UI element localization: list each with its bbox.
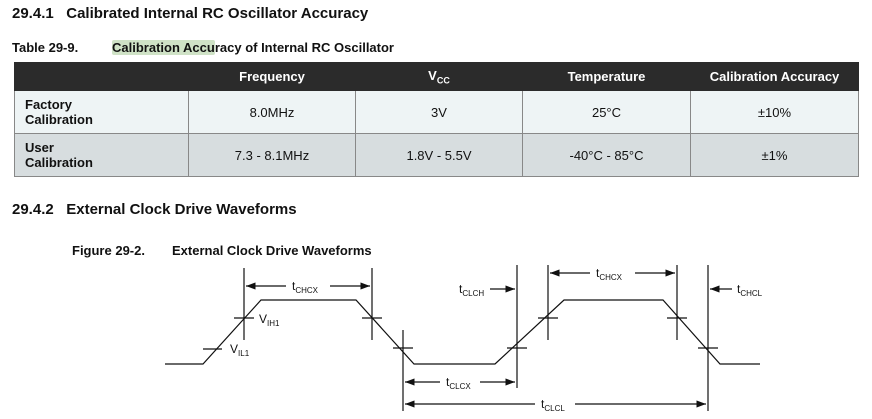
table-caption: Table 29-9. Calibration Accuracy of Inter… [12,40,394,55]
label-tchcl: tCHCL [737,282,763,298]
table-number: Table 29-9. [12,40,79,55]
search-highlight: Calibration Accu [112,40,215,55]
row-label: Factory Calibration [14,90,189,134]
figure-caption: Figure 29-2. External Clock Drive Wavefor… [72,243,372,258]
section-title: Calibrated Internal RC Oscillator Accura… [66,5,369,22]
section-number: 29.4.1 [12,5,54,22]
cell-accuracy: ±1% [690,133,859,177]
clock-waveform [165,299,760,365]
section-title: External Clock Drive Waveforms [66,201,297,218]
calibration-accuracy-table: Frequency VCC Temperature Calibration Ac… [14,62,859,177]
header-frequency: Frequency [188,62,356,91]
table-row: User Calibration 7.3 - 8.1MHz 1.8V - 5.5V… [14,133,859,177]
figure-title: External Clock Drive Waveforms [172,243,372,258]
cell-temperature: 25°C [522,90,691,134]
header-empty [14,62,189,91]
header-calibration-accuracy: Calibration Accuracy [690,62,859,91]
cell-vcc: 3V [355,90,523,134]
label-vih1: VIH1 [259,312,280,328]
table-caption-rest: racy of Internal RC Oscillator [214,40,394,55]
header-temperature: Temperature [522,62,691,91]
label-tchcx-2: tCHCX [596,266,623,282]
header-vcc: VCC [355,62,523,91]
label-tclcx: tCLCX [446,375,471,391]
cell-frequency: 7.3 - 8.1MHz [188,133,356,177]
cell-accuracy: ±10% [690,90,859,134]
label-vil1: VIL1 [230,342,250,358]
section-number: 29.4.2 [12,201,54,218]
label-tclch: tCLCH [459,282,484,298]
label-tclcl: tCLCL [541,397,565,413]
section-heading-clock-waveforms: 29.4.2 External Clock Drive Waveforms [12,201,297,218]
section-heading-rc-oscillator: 29.4.1 Calibrated Internal RC Oscillator… [12,5,368,22]
figure-number: Figure 29-2. [72,243,145,258]
row-label: User Calibration [14,133,189,177]
table-header-row: Frequency VCC Temperature Calibration Ac… [14,62,859,91]
cell-vcc: 1.8V - 5.5V [355,133,523,177]
label-tchcx: tCHCX [292,279,319,295]
table-row: Factory Calibration 8.0MHz 3V 25°C ±10% [14,90,859,134]
